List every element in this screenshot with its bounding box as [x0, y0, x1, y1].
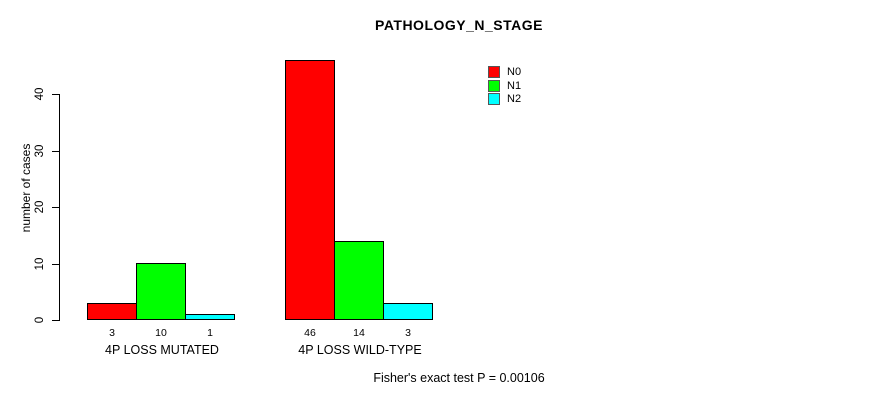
y-axis-tick-40 — [52, 94, 59, 95]
bar-value-label-n1-group2: 14 — [353, 327, 365, 339]
stat-test-annotation: Fisher's exact test P = 0.00106 — [373, 371, 545, 385]
chart-title: PATHOLOGY_N_STAGE — [375, 17, 543, 33]
y-axis-tick-10 — [52, 263, 59, 265]
bar-n0-group2 — [285, 60, 335, 320]
bar-value-label-n2-group1: 1 — [207, 327, 213, 339]
y-axis-tick-30 — [52, 150, 59, 152]
legend-swatch-n2 — [488, 93, 500, 105]
y-axis-tick-0 — [52, 320, 59, 321]
legend-label-n2: N2 — [507, 93, 522, 105]
y-axis-tick-20 — [52, 207, 59, 208]
category-label-group2: 4P LOSS WILD-TYPE — [298, 343, 422, 357]
legend-label-n1: N1 — [507, 80, 522, 92]
bar-n2-group2 — [383, 303, 433, 320]
bar-value-label-n2-group2: 3 — [405, 327, 411, 339]
y-axis-line — [59, 94, 60, 321]
y-axis-tick-label-10: 10 — [34, 257, 46, 270]
bar-value-label-n0-group1: 3 — [109, 327, 115, 339]
y-axis-tick-label-40: 40 — [34, 87, 46, 101]
legend-swatch-n0 — [488, 66, 500, 78]
bar-value-label-n0-group2: 46 — [304, 327, 316, 339]
y-axis-tick-label-20: 20 — [34, 200, 46, 214]
category-label-group1: 4P LOSS MUTATED — [105, 343, 219, 357]
bar-n0-group1 — [87, 303, 137, 320]
bar-value-label-n1-group1: 10 — [155, 327, 167, 339]
y-axis-tick-label-0: 0 — [34, 316, 46, 324]
y-axis-tick-label-30: 30 — [34, 144, 46, 157]
bar-n1-group1 — [136, 263, 186, 320]
legend-swatch-n1 — [488, 80, 500, 92]
legend-label-n0: N0 — [507, 66, 522, 78]
bar-n1-group2 — [334, 241, 384, 320]
bar-n2-group1 — [185, 314, 235, 320]
y-axis-title: number of cases — [19, 143, 33, 233]
